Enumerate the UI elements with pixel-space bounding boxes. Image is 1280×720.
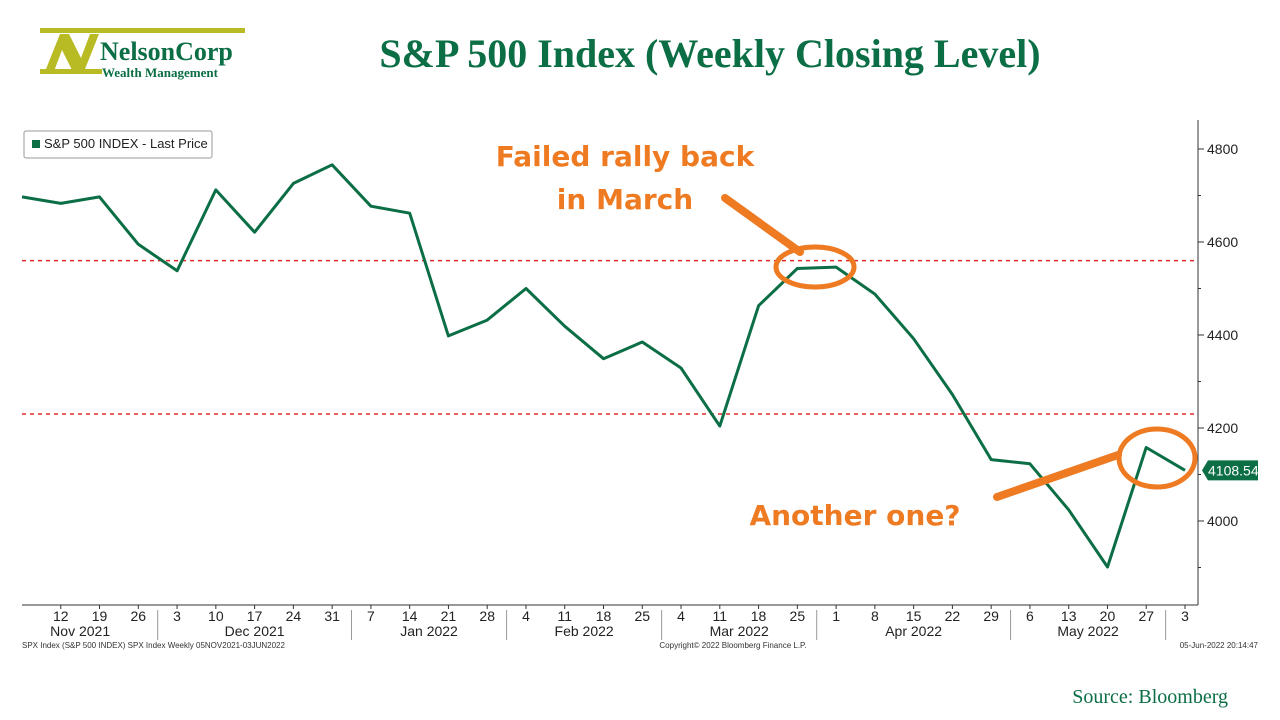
rally-annotation-line1: Failed rally back (496, 140, 756, 173)
logo-bottom-bar (40, 69, 102, 74)
x-tick-label: 6 (1026, 608, 1034, 624)
x-tick-label: 15 (906, 608, 922, 624)
page-title: S&P 500 Index (Weekly Closing Level) (379, 31, 1041, 76)
x-tick-label: 18 (751, 608, 767, 624)
x-tick-label: 19 (92, 608, 108, 624)
source-note: Source: Bloomberg (1072, 686, 1228, 708)
x-tick-label: 17 (247, 608, 263, 624)
x-tick-label: 25 (634, 608, 650, 624)
x-tick-label: 11 (713, 608, 728, 624)
x-tick-label: 14 (402, 608, 418, 624)
footer-center: Copyright© 2022 Bloomberg Finance L.P. (659, 641, 806, 650)
logo-subtitle: Wealth Management (102, 65, 219, 80)
x-tick-label: 11 (557, 608, 572, 624)
x-month-label: Apr 2022 (885, 623, 942, 639)
y-tick-label: 4800 (1207, 141, 1238, 157)
x-tick-label: 21 (441, 608, 457, 624)
footer-right: 05-Jun-2022 20:14:47 (1180, 641, 1259, 650)
x-tick-label: 26 (131, 608, 147, 624)
x-tick-label: 10 (208, 608, 224, 624)
logo-n-mark (44, 34, 99, 74)
y-tick-label: 4200 (1207, 420, 1238, 436)
x-tick-label: 20 (1100, 608, 1116, 624)
x-tick-label: 7 (367, 608, 375, 624)
x-tick-label: 4 (522, 608, 530, 624)
nelsoncorp-logo: NelsonCorp Wealth Management (40, 26, 250, 82)
x-tick-label: 22 (945, 608, 961, 624)
rally-arrow-line (721, 194, 804, 256)
another-arrow-line (993, 451, 1122, 501)
logo-name: NelsonCorp (100, 37, 233, 66)
last-value-badge: 4108.54 (1202, 460, 1259, 481)
footer-left: SPX Index (S&P 500 INDEX) SPX Index Week… (22, 641, 286, 650)
x-tick-label: 29 (983, 608, 999, 624)
x-tick-label: 12 (53, 608, 69, 624)
x-tick-label: 27 (1138, 608, 1154, 624)
legend-label: S&P 500 INDEX - Last Price (44, 136, 208, 151)
y-tick-label: 4000 (1207, 513, 1238, 529)
another-circle (1116, 426, 1198, 490)
x-tick-label: 13 (1061, 608, 1077, 624)
x-month-label: Jan 2022 (400, 623, 458, 639)
x-tick-label: 4 (677, 608, 685, 624)
x-month-label: Dec 2021 (225, 623, 285, 639)
x-month-label: Nov 2021 (50, 623, 110, 639)
x-tick-label: 18 (596, 608, 612, 624)
x-tick-label: 28 (479, 608, 495, 624)
legend: S&P 500 INDEX - Last Price (23, 130, 213, 159)
rally-annotation-line2: in March (557, 183, 693, 216)
last-value-text: 4108.54 (1208, 462, 1259, 478)
legend-swatch (32, 140, 40, 148)
another-annotation: Another one? (749, 499, 960, 532)
series-line-sp500 (21, 163, 1186, 569)
y-tick-label: 4600 (1207, 234, 1238, 250)
x-tick-label: 31 (324, 608, 340, 624)
x-tick-label: 24 (286, 608, 302, 624)
rally-circle (773, 244, 857, 290)
x-tick-label: 3 (1181, 608, 1189, 624)
logo-top-bar (40, 28, 245, 33)
x-tick-label: 1 (832, 608, 840, 624)
x-tick-label: 8 (871, 608, 879, 624)
y-tick-label: 4400 (1207, 327, 1238, 343)
x-tick-label: 3 (173, 608, 181, 624)
x-tick-label: 25 (790, 608, 806, 624)
x-month-label: May 2022 (1057, 623, 1119, 639)
x-month-label: Mar 2022 (710, 623, 769, 639)
x-month-label: Feb 2022 (555, 623, 614, 639)
